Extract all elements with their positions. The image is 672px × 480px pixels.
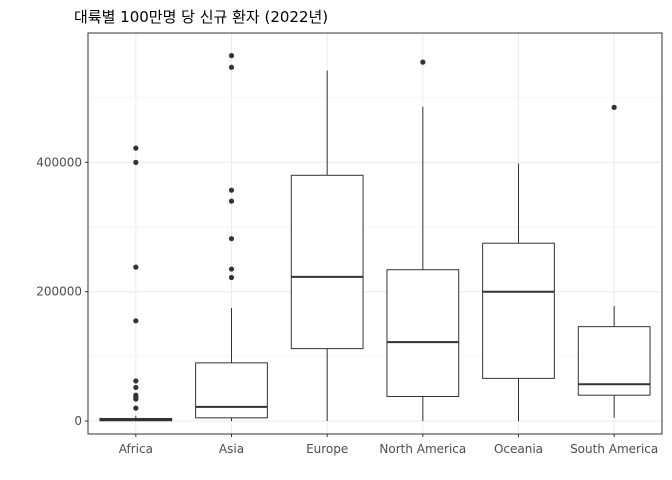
box-iqr (290, 174, 364, 350)
outlier-point (228, 187, 235, 193)
x-tick-label: South America (570, 442, 658, 456)
x-tick-label: Oceania (494, 442, 543, 456)
y-tick-label: 0 (74, 414, 82, 428)
outlier-point (133, 396, 139, 402)
axis-layer: 0 200000 400000 Africa Asia Europe North Ameri… (36, 155, 658, 456)
outlier-point (228, 236, 235, 242)
outlier-point (133, 405, 139, 411)
x-tick-label: Asia (219, 442, 244, 456)
x-tick-label: Europe (306, 442, 348, 456)
y-tick-label: 400000 (36, 155, 82, 169)
box-iqr (482, 242, 555, 379)
chart-title: 대륙별 100만명 당 신규 환자 (2022년) (74, 8, 329, 26)
outlier-point (133, 318, 139, 324)
outlier-point (228, 198, 235, 204)
outlier-point (228, 274, 235, 281)
x-tick-label: Africa (119, 442, 153, 456)
outlier-point (420, 59, 426, 65)
y-tick-label: 200000 (36, 285, 82, 299)
panel-border (87, 32, 663, 435)
box-iqr (195, 362, 268, 419)
outlier-point (228, 266, 235, 272)
outlier-point (133, 159, 139, 165)
box-iqr (386, 269, 460, 397)
outlier-point (611, 104, 617, 110)
outlier-point (228, 53, 235, 59)
outlier-point (133, 378, 139, 384)
box-layer (99, 53, 651, 422)
outlier-point (133, 264, 139, 270)
outlier-point (133, 384, 139, 391)
grid-layer (88, 33, 662, 434)
outlier-point (228, 64, 235, 70)
x-tick-label: North America (379, 442, 466, 456)
outlier-point (133, 145, 139, 151)
